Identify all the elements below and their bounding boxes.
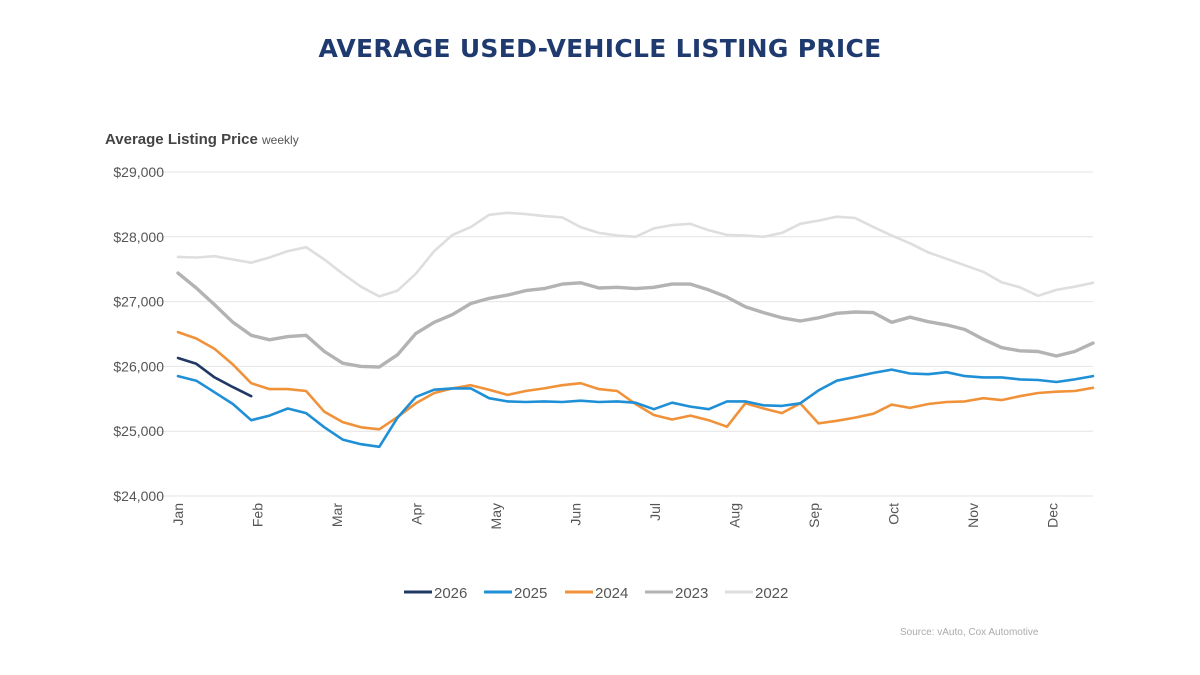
series-line-2026 [176,356,253,398]
y-tick-label: $28,000 [113,229,164,245]
x-tick-label: Jul [647,503,663,521]
y-tick-label: $27,000 [113,294,164,310]
x-tick-label: Sep [806,503,822,528]
x-tick-label: Nov [965,503,981,528]
series-line-2022 [176,211,1095,298]
x-tick-label: Oct [886,503,902,525]
y-axis-label-note: weekly [262,133,299,147]
x-tick-label: Aug [727,503,743,528]
source-note: Source: vAuto, Cox Automotive [900,627,1039,638]
y-axis-label: Average Listing Price weekly [105,131,299,148]
legend-label-2023: 2023 [675,585,708,602]
series-line-2023 [176,271,1095,369]
legend-label-2025: 2025 [514,585,547,602]
x-tick-label: Jan [170,503,186,526]
legend-label-2026: 2026 [434,585,467,602]
series-line-2024 [176,330,1095,431]
x-tick-label: May [488,503,504,529]
x-tick-label: Jun [568,503,584,526]
x-tick-label: Dec [1045,503,1061,528]
y-tick-label: $26,000 [113,358,164,374]
y-axis-label-text: Average Listing Price [105,131,258,148]
x-tick-label: Feb [250,503,266,527]
y-tick-label: $25,000 [113,423,164,439]
y-tick-label: $24,000 [113,488,164,504]
x-tick-label: Apr [409,503,425,525]
y-tick-label: $29,000 [113,164,164,180]
chart-title: AVERAGE USED-VEHICLE LISTING PRICE [318,34,882,63]
legend-label-2024: 2024 [595,585,628,602]
legend-label-2022: 2022 [755,585,788,602]
series-line-2025 [176,368,1095,449]
x-tick-label: Mar [329,503,345,527]
